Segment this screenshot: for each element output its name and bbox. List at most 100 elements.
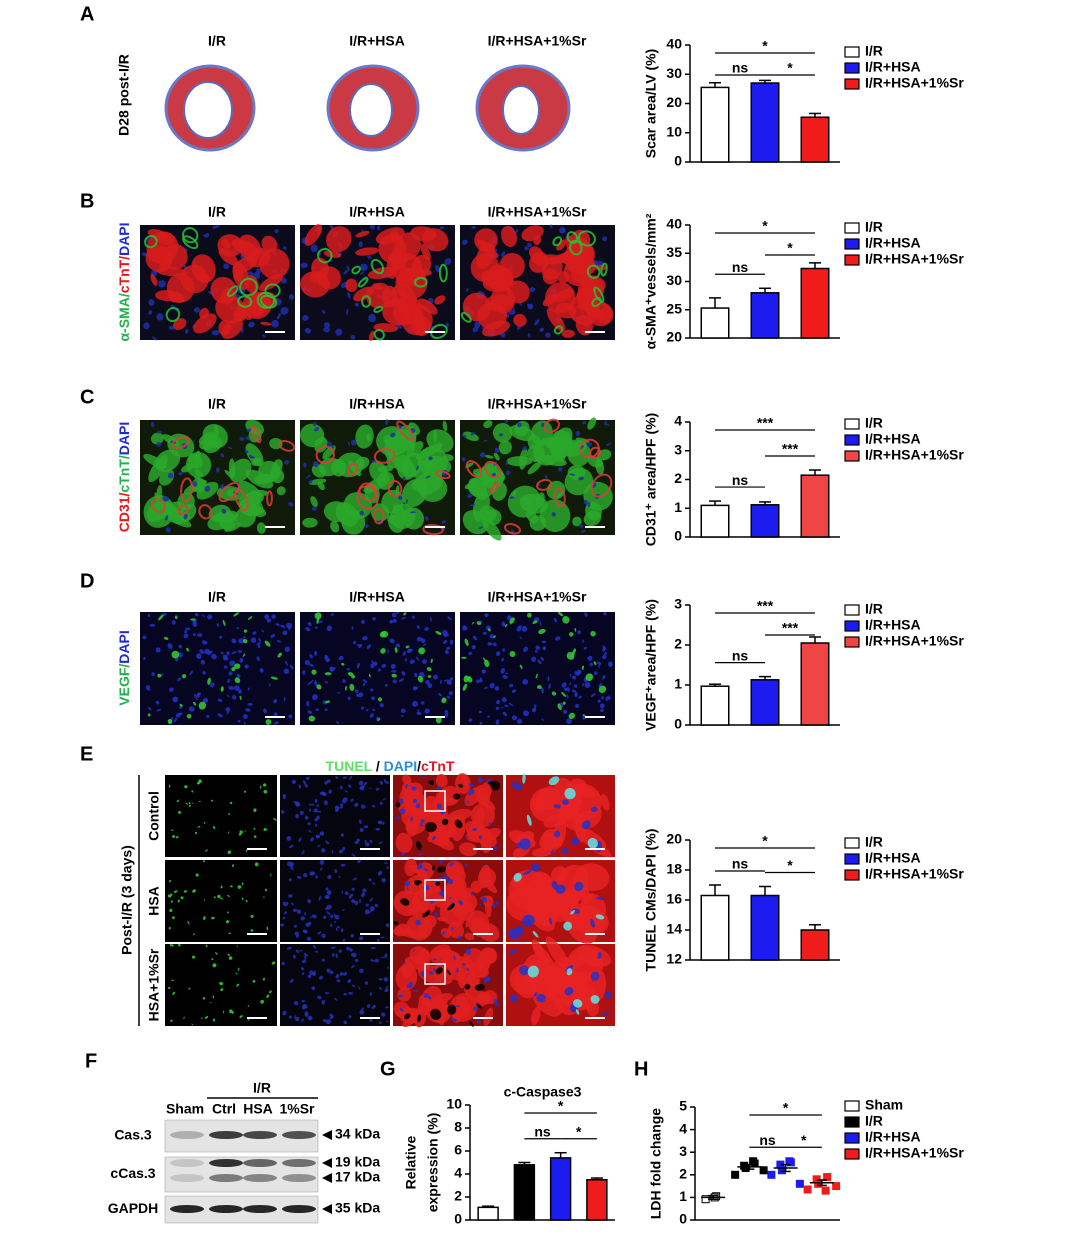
micro-spot bbox=[252, 631, 257, 635]
bar bbox=[800, 116, 830, 163]
y-tick-label: 3 bbox=[674, 596, 682, 612]
micro-spot bbox=[236, 983, 240, 987]
micro-spot bbox=[406, 984, 412, 989]
micro-spot bbox=[478, 835, 483, 840]
comparison-label: *** bbox=[782, 620, 799, 636]
micro-spot bbox=[582, 682, 585, 687]
micro-spot bbox=[201, 614, 206, 618]
micro-spot bbox=[271, 614, 277, 619]
micro-spot bbox=[312, 945, 317, 949]
micro-spot bbox=[508, 702, 514, 707]
micro-spot bbox=[309, 970, 314, 976]
comparison-label: * bbox=[762, 38, 768, 54]
micro-spot bbox=[527, 965, 539, 978]
micro-spot bbox=[229, 458, 252, 483]
micro-spot bbox=[553, 804, 561, 809]
micro-spot bbox=[167, 894, 172, 898]
micro-spot bbox=[483, 1007, 494, 1027]
legend-swatch bbox=[844, 222, 860, 234]
point bbox=[767, 1170, 776, 1179]
micro-spot bbox=[500, 707, 504, 709]
micro-spot bbox=[188, 804, 191, 807]
micro-spot bbox=[147, 707, 152, 711]
micro-spot bbox=[602, 647, 606, 652]
y-axis-label: VEGF⁺area/HPF (%) bbox=[643, 599, 659, 731]
micro-spot bbox=[548, 917, 553, 925]
micro-spot bbox=[402, 651, 406, 656]
micro-spot bbox=[379, 780, 383, 785]
micro-spot bbox=[306, 474, 311, 479]
micro-spot bbox=[315, 445, 335, 464]
micro-spot bbox=[244, 829, 246, 833]
legend-label: I/R bbox=[865, 1113, 883, 1129]
micro-spot bbox=[593, 671, 598, 675]
y-tick-label: 40 bbox=[666, 36, 682, 52]
micro-spot bbox=[260, 999, 264, 1004]
column-title: I/R+HSA bbox=[349, 33, 405, 49]
micro-spot bbox=[402, 476, 406, 481]
micro-spot bbox=[551, 866, 568, 883]
micro-spot bbox=[338, 655, 344, 661]
stain-label: TUNEL / DAPI/cTnT bbox=[326, 758, 455, 774]
legend-swatch bbox=[844, 62, 860, 74]
micro-spot bbox=[576, 671, 581, 675]
micro-spot bbox=[299, 810, 304, 815]
micro-spot bbox=[236, 945, 239, 948]
micro-spot bbox=[245, 899, 248, 903]
micro-spot bbox=[596, 661, 602, 665]
micro-spot bbox=[387, 514, 396, 524]
micro-spot bbox=[468, 718, 473, 722]
micro-spot bbox=[217, 713, 223, 718]
micro-spot bbox=[330, 914, 334, 919]
micro-spot bbox=[422, 524, 444, 536]
micro-spot bbox=[280, 307, 289, 315]
micro-spot bbox=[294, 1015, 297, 1019]
micro-spot bbox=[256, 291, 276, 309]
micro-spot bbox=[502, 711, 508, 717]
micrograph bbox=[300, 611, 455, 725]
micro-spot bbox=[262, 977, 265, 981]
micro-spot bbox=[349, 683, 355, 691]
micro-spot bbox=[228, 932, 232, 934]
micro-spot bbox=[221, 238, 231, 249]
micro-spot bbox=[418, 994, 431, 1007]
micro-spot bbox=[156, 231, 176, 245]
micro-spot bbox=[381, 877, 386, 883]
micro-spot bbox=[501, 621, 506, 627]
micro-spot bbox=[566, 231, 579, 244]
micro-spot bbox=[563, 921, 572, 931]
micro-spot bbox=[604, 991, 612, 999]
micro-spot bbox=[226, 651, 230, 656]
micro-spot bbox=[347, 979, 352, 983]
micro-spot bbox=[335, 953, 338, 959]
micro-spot bbox=[474, 983, 486, 991]
legend-label: I/R+HSA+1%Sr bbox=[865, 251, 964, 267]
micro-spot bbox=[335, 805, 339, 810]
micro-spot bbox=[416, 656, 419, 661]
micro-spot bbox=[347, 291, 351, 299]
micrograph bbox=[165, 860, 277, 942]
micro-spot bbox=[148, 455, 168, 483]
micro-spot bbox=[461, 457, 466, 462]
micro-spot bbox=[335, 502, 359, 527]
micro-spot bbox=[237, 885, 242, 889]
micro-spot bbox=[527, 612, 532, 618]
micro-spot bbox=[431, 836, 436, 841]
micrograph bbox=[140, 612, 295, 726]
micro-spot bbox=[358, 819, 362, 824]
micro-spot bbox=[421, 776, 426, 779]
micro-spot bbox=[301, 1005, 306, 1010]
y-tick-label: 12 bbox=[666, 951, 682, 967]
micro-spot bbox=[302, 315, 309, 321]
micro-spot bbox=[373, 328, 385, 341]
micro-spot bbox=[327, 874, 332, 880]
micro-spot bbox=[296, 909, 302, 914]
comparison-label: * bbox=[787, 240, 793, 256]
bar bbox=[549, 1157, 572, 1221]
column-title: I/R bbox=[208, 204, 226, 220]
micro-spot bbox=[600, 708, 604, 713]
micro-spot bbox=[524, 246, 529, 251]
micro-spot bbox=[369, 1018, 373, 1022]
micro-spot bbox=[185, 328, 189, 334]
micro-spot bbox=[532, 797, 545, 814]
